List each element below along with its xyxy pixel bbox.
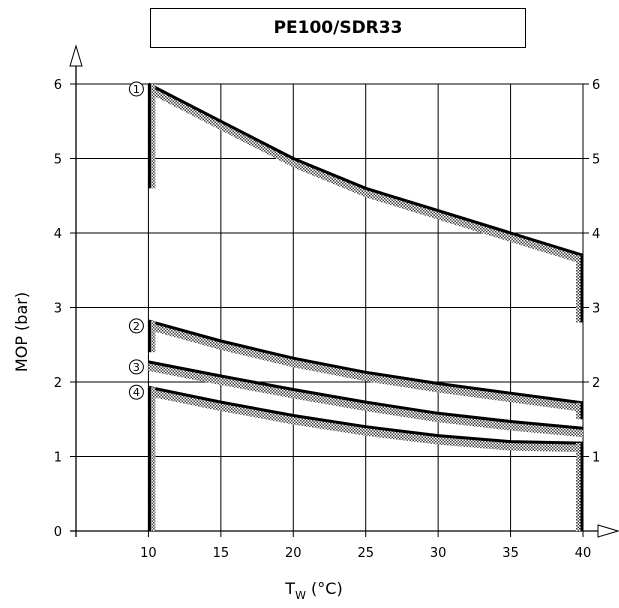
series-marker-2 xyxy=(128,318,144,334)
x-axis-title: TW (°C) xyxy=(284,579,342,602)
x-tick-label-10: 10 xyxy=(140,546,157,561)
series-marker-label-3: 3 xyxy=(133,361,140,374)
series-line-2 xyxy=(147,319,584,405)
y-tick-label-right-6: 6 xyxy=(592,78,600,93)
y-tick-label-right-2: 2 xyxy=(592,376,600,391)
series-marker-label-1: 1 xyxy=(133,83,140,96)
chart-title: PE100/SDR33 xyxy=(150,8,526,48)
series-3: 3 xyxy=(128,359,584,438)
series-band-1 xyxy=(148,84,583,265)
y-tick-label-left-0: 0 xyxy=(54,525,62,540)
y-tick-label-left-6: 6 xyxy=(54,78,62,93)
y-tick-label-right-5: 5 xyxy=(592,153,600,168)
series-left-drop-4 xyxy=(148,387,156,531)
series-marker-4 xyxy=(128,384,144,400)
grid xyxy=(70,83,589,537)
y-tick-label-right-3: 3 xyxy=(592,302,600,317)
series-marker-label-2: 2 xyxy=(133,320,140,333)
y-axis-title: MOP (bar) xyxy=(12,292,31,372)
series-left-drop-2 xyxy=(148,320,156,353)
series-marker-1 xyxy=(128,81,144,97)
x-tick-label-30: 30 xyxy=(430,546,447,561)
x-tick-label-35: 35 xyxy=(502,546,519,561)
series-right-drop-2 xyxy=(576,402,583,420)
series-2: 2 xyxy=(128,318,584,420)
series-left-drop-1 xyxy=(148,84,156,189)
series-band-4 xyxy=(148,387,583,453)
series-4: 4 xyxy=(128,384,584,531)
series-right-drop-1 xyxy=(576,255,583,323)
series-line-3 xyxy=(148,360,584,430)
x-tick-label-15: 15 xyxy=(213,546,230,561)
x-tick-label-20: 20 xyxy=(285,546,302,561)
y-tick-label-left-4: 4 xyxy=(54,227,62,242)
series-marker-3 xyxy=(128,359,144,375)
series-group: 1 2 3 4 xyxy=(128,81,584,531)
series-marker-label-4: 4 xyxy=(133,386,140,399)
series-1: 1 xyxy=(128,81,584,323)
y-axis-arrow xyxy=(69,44,83,67)
x-axis-arrow xyxy=(597,524,619,538)
tick-labels: 0 1 1 2 2 3 3 4 4 5 5 6 6 10 15 20 25 30 35 40 xyxy=(54,78,601,561)
y-tick-label-right-1: 1 xyxy=(592,451,600,466)
series-line-1 xyxy=(147,82,584,257)
y-tick-label-left-2: 2 xyxy=(54,376,62,391)
y-tick-label-left-1: 1 xyxy=(54,451,62,466)
x-tick-label-25: 25 xyxy=(357,546,374,561)
y-tick-label-left-3: 3 xyxy=(54,302,62,317)
series-right-drop-4 xyxy=(576,443,583,531)
x-tick-label-40: 40 xyxy=(575,546,592,561)
series-line-4 xyxy=(148,385,584,445)
y-tick-label-right-4: 4 xyxy=(592,227,600,242)
y-tick-label-left-5: 5 xyxy=(54,153,62,168)
axes xyxy=(69,44,619,538)
